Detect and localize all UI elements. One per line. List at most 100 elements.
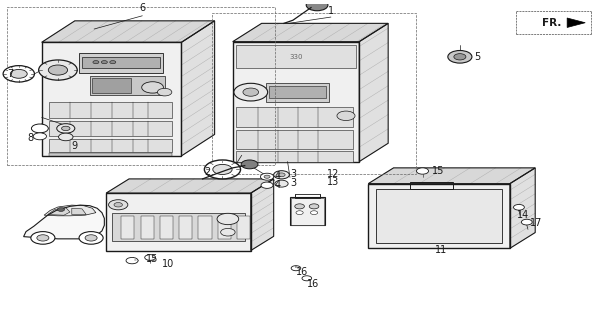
Circle shape xyxy=(291,266,301,271)
Circle shape xyxy=(296,211,303,214)
Bar xyxy=(290,197,325,225)
Text: 3: 3 xyxy=(291,178,297,188)
Circle shape xyxy=(204,160,240,179)
Bar xyxy=(217,216,231,239)
Polygon shape xyxy=(72,208,86,214)
Bar xyxy=(237,216,250,239)
Text: 2: 2 xyxy=(204,167,210,177)
Text: 8: 8 xyxy=(28,132,34,143)
Circle shape xyxy=(417,168,429,174)
Bar xyxy=(236,45,356,68)
Bar xyxy=(79,53,164,73)
Text: 4: 4 xyxy=(275,180,281,190)
Circle shape xyxy=(274,171,289,179)
Bar xyxy=(376,189,502,243)
Circle shape xyxy=(142,82,164,93)
Circle shape xyxy=(109,200,128,210)
Text: 1: 1 xyxy=(328,6,334,16)
Circle shape xyxy=(213,164,232,174)
Text: 10: 10 xyxy=(162,259,175,269)
Bar xyxy=(368,184,510,248)
Polygon shape xyxy=(510,168,535,248)
Bar xyxy=(236,130,353,149)
Circle shape xyxy=(33,133,47,140)
Circle shape xyxy=(217,213,239,225)
Circle shape xyxy=(310,211,318,214)
Circle shape xyxy=(85,235,97,241)
Circle shape xyxy=(261,182,273,188)
Circle shape xyxy=(145,255,156,260)
Circle shape xyxy=(31,232,55,244)
Circle shape xyxy=(110,60,116,64)
Circle shape xyxy=(158,88,172,96)
Bar xyxy=(198,216,211,239)
Circle shape xyxy=(295,204,304,209)
Circle shape xyxy=(220,228,235,236)
Bar xyxy=(42,42,181,156)
Text: 12: 12 xyxy=(327,169,339,179)
Circle shape xyxy=(448,51,472,63)
Circle shape xyxy=(241,160,258,169)
Polygon shape xyxy=(44,205,96,216)
Text: 17: 17 xyxy=(530,218,542,228)
Text: 13: 13 xyxy=(327,177,339,187)
Text: 15: 15 xyxy=(146,254,159,264)
Circle shape xyxy=(234,83,268,101)
Bar xyxy=(236,107,353,127)
Bar xyxy=(160,216,173,239)
Text: 14: 14 xyxy=(516,210,528,220)
Circle shape xyxy=(260,173,274,180)
Circle shape xyxy=(59,133,73,141)
Circle shape xyxy=(37,235,49,241)
Bar xyxy=(266,83,329,102)
Bar xyxy=(90,76,165,95)
Bar xyxy=(179,216,192,239)
Circle shape xyxy=(114,203,123,207)
Polygon shape xyxy=(567,18,585,28)
Polygon shape xyxy=(24,205,104,239)
Circle shape xyxy=(3,66,34,82)
Bar xyxy=(233,42,359,162)
Bar xyxy=(236,151,353,162)
Polygon shape xyxy=(42,42,181,156)
Polygon shape xyxy=(42,21,214,42)
Polygon shape xyxy=(106,179,274,193)
Circle shape xyxy=(454,54,466,60)
Bar xyxy=(411,182,452,189)
Circle shape xyxy=(243,88,259,96)
Bar xyxy=(7,7,275,165)
Bar xyxy=(49,102,172,118)
Bar xyxy=(82,57,161,68)
Text: 15: 15 xyxy=(432,166,444,176)
Polygon shape xyxy=(233,42,359,162)
Bar xyxy=(112,213,245,241)
Polygon shape xyxy=(181,21,214,156)
Bar xyxy=(141,216,154,239)
Text: 3: 3 xyxy=(291,169,297,179)
Text: 7: 7 xyxy=(7,69,13,79)
Text: 16: 16 xyxy=(307,279,319,289)
Polygon shape xyxy=(106,193,251,251)
Bar xyxy=(211,13,417,174)
Circle shape xyxy=(126,258,138,264)
Circle shape xyxy=(39,60,77,80)
Circle shape xyxy=(101,60,108,64)
Circle shape xyxy=(278,173,285,177)
Circle shape xyxy=(93,60,99,64)
Bar xyxy=(291,197,324,225)
Circle shape xyxy=(337,111,355,121)
Circle shape xyxy=(306,0,328,11)
Circle shape xyxy=(264,175,270,178)
Bar xyxy=(49,121,172,136)
Circle shape xyxy=(521,219,532,225)
Bar xyxy=(49,153,172,156)
Circle shape xyxy=(62,126,70,131)
Circle shape xyxy=(309,204,319,209)
Polygon shape xyxy=(251,179,274,251)
Text: 6: 6 xyxy=(140,3,146,12)
Circle shape xyxy=(302,276,312,281)
Polygon shape xyxy=(368,184,510,248)
Polygon shape xyxy=(233,23,388,42)
Bar xyxy=(269,86,326,99)
Bar xyxy=(121,216,135,239)
